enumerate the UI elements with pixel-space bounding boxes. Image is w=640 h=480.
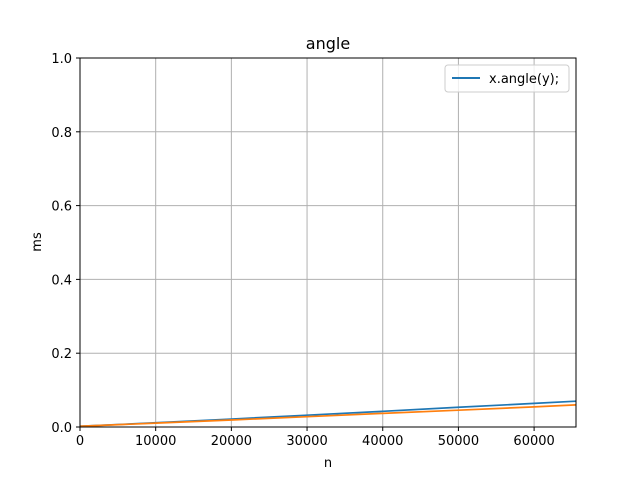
y-tick-label: 0.4 bbox=[51, 273, 72, 288]
y-axis-label: ms bbox=[30, 232, 45, 252]
x-tick-label: 50000 bbox=[438, 434, 479, 449]
x-tick-label: 60000 bbox=[513, 434, 554, 449]
x-tick-label: 0 bbox=[76, 434, 84, 449]
legend: x.angle(y); bbox=[444, 64, 570, 93]
y-tick-label: 0.8 bbox=[51, 126, 72, 141]
y-tick-label: 0.6 bbox=[51, 200, 72, 215]
chart-title: angle bbox=[306, 34, 350, 53]
series-layer bbox=[79, 400, 577, 428]
x-tick-label: 20000 bbox=[211, 434, 252, 449]
y-tick-label: 1.0 bbox=[51, 52, 72, 67]
legend-box bbox=[444, 64, 570, 93]
series-line-2 bbox=[79, 404, 577, 428]
y-tick-label: 0.2 bbox=[51, 347, 72, 362]
y-axis-ticks: 0.0 0.2 0.4 0.6 0.8 1.0 bbox=[51, 52, 80, 436]
x-tick-label: 10000 bbox=[135, 434, 176, 449]
x-tick-label: 40000 bbox=[362, 434, 403, 449]
plot-frame bbox=[79, 57, 577, 428]
y-tick-label: 0.0 bbox=[51, 421, 72, 436]
x-tick-label: 30000 bbox=[286, 434, 327, 449]
x-axis-label: n bbox=[324, 456, 332, 471]
x-axis-ticks: 0 10000 20000 30000 40000 50000 60000 bbox=[76, 427, 555, 449]
legend-entry-series-1: x.angle(y); bbox=[489, 72, 559, 87]
